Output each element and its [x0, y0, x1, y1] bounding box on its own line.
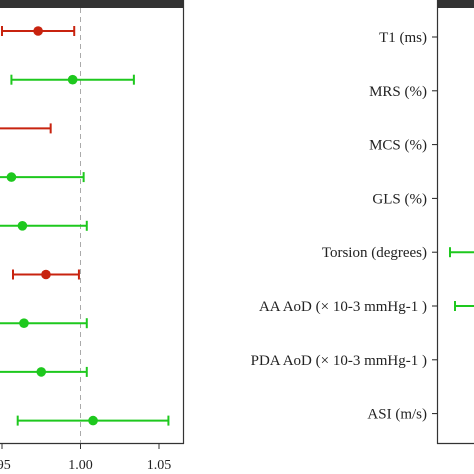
point-estimate — [88, 415, 98, 426]
row-label: T1 (ms) — [379, 30, 427, 46]
row-label: GLS (%) — [372, 191, 427, 207]
row-label: ASI (m/s) — [367, 407, 427, 423]
row-label: MCS (%) — [369, 138, 427, 154]
point-estimate — [67, 74, 78, 85]
left-panel-top-strip — [0, 0, 184, 8]
x-tick-label: 1.05 — [147, 458, 172, 473]
point-estimate — [17, 221, 28, 231]
row-label: PDA AoD (× 10-3 mmHg-1 ) — [251, 353, 427, 369]
x-tick-label: .95 — [0, 458, 11, 473]
left-forest-panel: .95 1.00 1.05 — [0, 8, 171, 473]
x-tick-label: 1.00 — [68, 458, 93, 473]
right-panel-top-strip — [437, 0, 474, 8]
row-label: AA AoD (× 10-3 mmHg-1 ) — [259, 299, 427, 315]
point-estimate — [33, 26, 43, 36]
point-estimate — [6, 172, 17, 182]
row-label: Torsion (degrees) — [322, 245, 427, 261]
right-forest-panel: T1 (ms) MRS (%) MCS (%) GLS (%) Torsion (deg… — [251, 30, 474, 423]
point-estimate — [19, 318, 29, 329]
point-estimate — [36, 367, 47, 377]
point-estimate — [41, 269, 51, 280]
row-label: MRS (%) — [369, 84, 427, 100]
